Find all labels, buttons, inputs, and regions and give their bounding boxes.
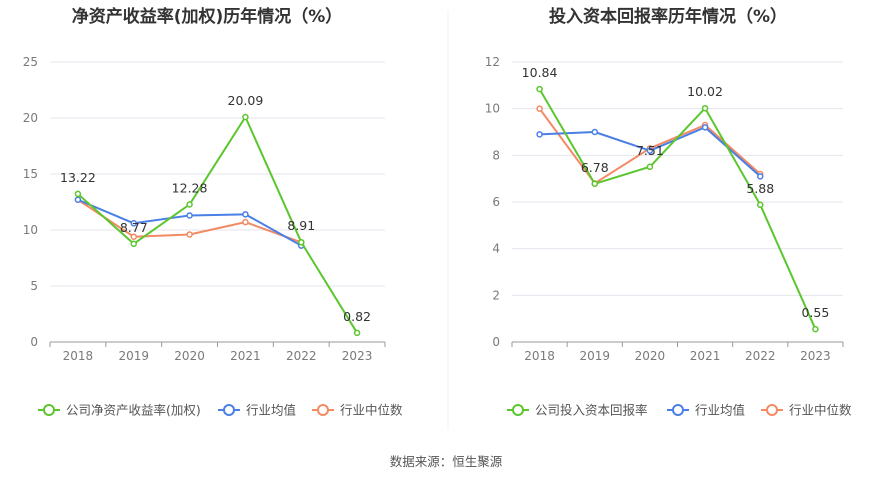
roic-industry_avg-point bbox=[701, 124, 709, 131]
roe-y-tick-label: 0 bbox=[30, 335, 38, 349]
roic-industry_median-point bbox=[536, 105, 543, 112]
roe-legend-swatch-marker bbox=[223, 404, 235, 416]
roic-legend-label: 行业均值 bbox=[695, 403, 745, 418]
roe-company-point bbox=[186, 201, 193, 208]
roe-legend-label: 行业中位数 bbox=[340, 403, 403, 418]
roe-legend-item-industry_median[interactable]: 行业中位数 bbox=[312, 403, 403, 418]
roe-legend-item-company[interactable]: 公司净资产收益率(加权) bbox=[38, 403, 201, 418]
roic-data-label: 6.78 bbox=[581, 160, 609, 175]
roic-legend-label: 公司投入资本回报率 bbox=[535, 403, 648, 418]
roe-legend-swatch-marker bbox=[317, 404, 329, 416]
roe-y-tick-label: 25 bbox=[23, 55, 38, 69]
roic-chart-title: 投入资本回报率历年情况（%） bbox=[549, 6, 787, 27]
roic-company-point bbox=[536, 85, 543, 93]
roe-data-label: 20.09 bbox=[228, 93, 264, 108]
roe-y-tick-label: 20 bbox=[23, 111, 38, 125]
roic-y-tick-label: 8 bbox=[492, 148, 500, 162]
roic-y-tick-label: 4 bbox=[492, 242, 500, 256]
roic-legend-label: 行业中位数 bbox=[789, 403, 852, 418]
roe-industry_median-point bbox=[130, 233, 137, 240]
roic-x-tick-label: 2022 bbox=[745, 349, 776, 363]
roe-x-tick-label: 2021 bbox=[230, 349, 261, 363]
roic-industry_avg-point bbox=[591, 128, 598, 136]
roe-industry_avg-point bbox=[130, 220, 137, 227]
roic-x-tick-label: 2023 bbox=[800, 349, 831, 363]
roe-legend-label: 公司净资产收益率(加权) bbox=[66, 403, 201, 418]
roe-x-tick-label: 2018 bbox=[63, 349, 94, 363]
roic-company-point bbox=[646, 163, 654, 171]
roe-industry_median-point bbox=[242, 218, 249, 226]
roe-x-tick-label: 2022 bbox=[286, 349, 317, 363]
roe-industry_avg-point bbox=[74, 196, 82, 204]
roe-company-point bbox=[74, 190, 82, 198]
roe-industry_avg-point bbox=[242, 211, 249, 218]
roic-y-tick-label: 2 bbox=[492, 288, 500, 302]
roe-y-tick-label: 5 bbox=[30, 279, 38, 293]
roic-company-point bbox=[591, 180, 598, 188]
roic-company-point bbox=[701, 104, 709, 112]
roic-company-point bbox=[757, 201, 764, 209]
roe-x-tick-label: 2023 bbox=[342, 349, 373, 363]
roic-legend-swatch-marker bbox=[766, 404, 778, 416]
roic-company-point bbox=[812, 325, 819, 333]
roic-y-tick-label: 0 bbox=[492, 335, 500, 349]
roe-company-line bbox=[77, 115, 358, 334]
roe-industry_median-point bbox=[186, 231, 193, 238]
roic-x-tick-label: 2021 bbox=[690, 349, 721, 363]
roe-data-label: 8.91 bbox=[287, 218, 315, 233]
roic-legend-swatch-marker bbox=[672, 404, 684, 416]
roic-industry_avg-point bbox=[757, 173, 764, 180]
roic-chart-panel: 投入资本回报率历年情况（%） 0 2 4 6 8 10 12 2018 2019 2020 2021… bbox=[485, 6, 852, 418]
roe-legend-item-industry_avg[interactable]: 行业均值 bbox=[218, 403, 296, 418]
roe-x-tick-label: 2020 bbox=[174, 349, 205, 363]
roic-x-tick-label: 2018 bbox=[524, 349, 555, 363]
roe-company-point bbox=[298, 238, 305, 246]
roe-data-label: 8.77 bbox=[120, 220, 148, 235]
roic-y-tick-label: 6 bbox=[492, 195, 500, 209]
roic-x-tick-label: 2019 bbox=[579, 349, 610, 363]
roic-y-tick-label: 10 bbox=[485, 102, 500, 116]
data-source-note: 数据来源：恒生聚源 bbox=[390, 454, 503, 469]
roic-legend-swatch-marker bbox=[512, 404, 524, 416]
roic-data-label: 10.84 bbox=[522, 65, 558, 80]
roic-data-label: 10.02 bbox=[687, 84, 723, 99]
roic-y-tick-label: 12 bbox=[485, 55, 500, 69]
roic-industry_avg-point bbox=[646, 147, 654, 154]
roic-legend-item-industry_avg[interactable]: 行业均值 bbox=[667, 403, 745, 418]
roe-legend-swatch-marker bbox=[43, 404, 55, 416]
roe-data-label: 13.22 bbox=[60, 170, 96, 185]
roic-industry_avg-point bbox=[536, 131, 543, 138]
roe-company-point bbox=[353, 329, 361, 337]
roe-x-tick-label: 2019 bbox=[118, 349, 149, 363]
roe-y-tick-label: 15 bbox=[23, 167, 38, 181]
roe-legend-label: 行业均值 bbox=[246, 403, 296, 418]
roic-x-tick-label: 2020 bbox=[635, 349, 666, 363]
roe-company-point bbox=[242, 113, 249, 121]
roic-data-label: 0.55 bbox=[801, 305, 829, 320]
roe-y-tick-label: 10 bbox=[23, 223, 38, 237]
roic-legend-item-industry_median[interactable]: 行业中位数 bbox=[761, 403, 852, 418]
roic-data-label: 7.51 bbox=[636, 143, 664, 158]
roe-data-label: 12.28 bbox=[172, 180, 208, 195]
roic-data-label: 5.88 bbox=[746, 181, 774, 196]
roic-legend-item-company[interactable]: 公司投入资本回报率 bbox=[507, 403, 648, 418]
roic-company-line bbox=[538, 88, 817, 330]
roe-chart-title: 净资产收益率(加权)历年情况（%） bbox=[72, 6, 343, 27]
roe-industry_avg-point bbox=[186, 212, 193, 219]
roe-chart-panel: 净资产收益率(加权)历年情况（%） 0 5 10 15 20 25 2018 2019 2020… bbox=[23, 6, 403, 418]
roe-data-label: 0.82 bbox=[343, 309, 371, 324]
roe-company-point bbox=[130, 240, 137, 248]
